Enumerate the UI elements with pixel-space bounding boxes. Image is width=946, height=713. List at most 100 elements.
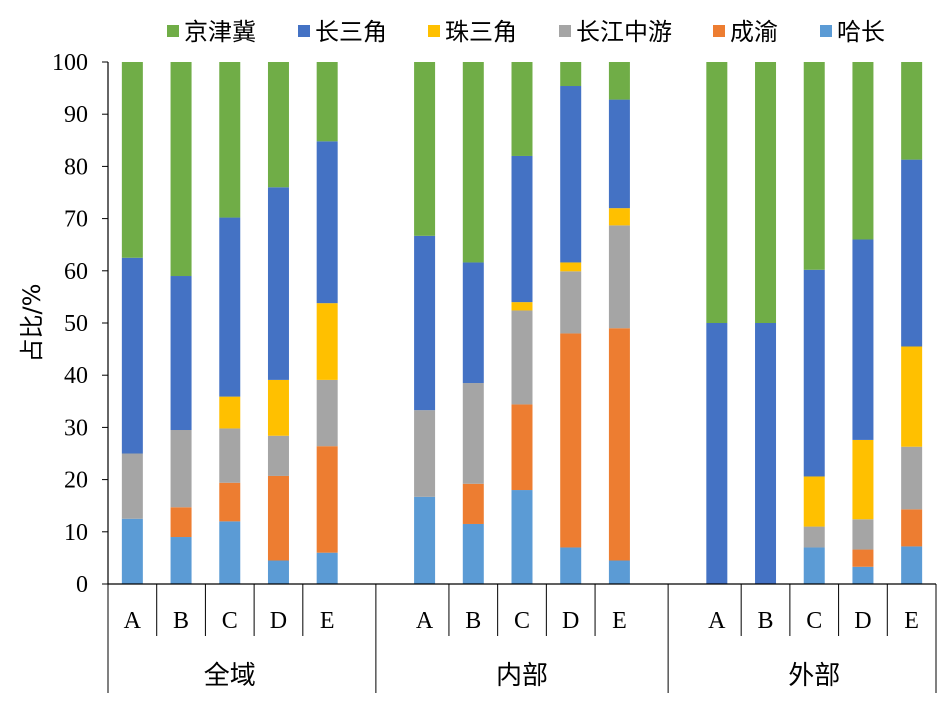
legend-swatch <box>298 25 310 37</box>
bar-segment <box>316 303 338 380</box>
bar-segment <box>316 446 338 553</box>
y-tick-label: 100 <box>52 50 88 76</box>
bar-segment <box>462 483 484 524</box>
y-tick-label: 10 <box>64 520 88 546</box>
bar-segment <box>316 552 338 584</box>
legend-label: 成渝 <box>730 18 778 46</box>
bar-segment <box>560 333 582 548</box>
bar-segment <box>901 346 923 447</box>
bar-segment <box>316 379 338 447</box>
bar-segment <box>901 159 923 347</box>
group-label: 外部 <box>788 661 840 691</box>
x-tick-label: A <box>124 608 142 634</box>
bar-segment <box>608 208 630 226</box>
bar-segment <box>608 62 630 100</box>
bar-segment <box>608 225 630 329</box>
bar-segment <box>706 62 728 323</box>
bar-segment <box>414 410 436 497</box>
bar-segment <box>755 62 777 323</box>
bar-segment <box>560 86 582 263</box>
x-tick-label: A <box>416 608 434 634</box>
legend-label: 京津冀 <box>184 18 256 46</box>
legend-label: 哈长 <box>837 18 885 46</box>
bar-segment <box>267 62 289 188</box>
bar-segment <box>267 475 289 561</box>
bar-segment <box>608 99 630 209</box>
bar-segment <box>803 269 825 477</box>
x-tick-label: C <box>806 608 822 634</box>
bar-segment <box>219 396 241 429</box>
bar-segment <box>511 62 533 156</box>
bar-segment <box>511 490 533 584</box>
bar-segment <box>608 560 630 584</box>
bar-segment <box>706 323 728 584</box>
bar-segment <box>316 141 338 304</box>
group-label: 全域 <box>204 661 256 691</box>
legend-label: 长江中游 <box>576 18 672 46</box>
bar-segment <box>560 271 582 334</box>
legend-swatch <box>559 25 571 37</box>
y-axis-label: 占比/% <box>18 284 46 363</box>
bar-segment <box>267 187 289 380</box>
bar-segment <box>121 518 143 584</box>
y-tick-label: 20 <box>64 468 88 494</box>
y-tick-label: 0 <box>76 572 88 598</box>
bar-segment <box>560 262 582 272</box>
x-tick-label: D <box>854 608 871 634</box>
x-tick-label: A <box>708 608 726 634</box>
bar-segment <box>462 262 484 384</box>
x-axis-labels: A B C D E 全域 A B C D E 内部 A B C D E 外部 <box>124 608 919 691</box>
bar-segment <box>852 519 874 550</box>
y-tick-label: 50 <box>64 311 88 337</box>
y-tick-label: 30 <box>64 415 88 441</box>
bar-segment <box>462 383 484 484</box>
bar-segment <box>901 546 923 584</box>
legend-label: 长三角 <box>315 18 387 46</box>
bar-segment <box>608 328 630 561</box>
legend-swatch <box>428 25 440 37</box>
bar-segment <box>219 428 241 483</box>
bar-segment <box>852 62 874 240</box>
x-tick-label: D <box>562 608 579 634</box>
legend-swatch <box>167 25 179 37</box>
x-tick-label: E <box>320 608 335 634</box>
x-tick-label: B <box>758 608 774 634</box>
bar-segment <box>219 482 241 522</box>
y-tick-label: 70 <box>64 207 88 233</box>
bar-segment <box>267 435 289 476</box>
bar-segment <box>803 526 825 548</box>
bar-segment <box>511 155 533 303</box>
bar-segment <box>560 62 582 87</box>
bar-segment <box>316 62 338 142</box>
bar-segment <box>852 566 874 584</box>
x-tick-label: D <box>270 608 287 634</box>
y-tick-label: 90 <box>64 102 88 128</box>
x-tick-label: E <box>612 608 627 634</box>
bar-segment <box>121 257 143 454</box>
bar-segment <box>170 507 192 538</box>
bar-segment <box>170 276 192 431</box>
bar-segment <box>462 523 484 584</box>
bar-segment <box>462 62 484 263</box>
bar-segment <box>170 430 192 508</box>
bar-segment <box>414 496 436 584</box>
legend-label: 珠三角 <box>445 18 517 46</box>
legend-swatch <box>713 25 725 37</box>
x-tick-label: C <box>514 608 530 634</box>
bar-segment <box>560 547 582 584</box>
bar-segment <box>852 549 874 567</box>
bar-segment <box>901 62 923 160</box>
x-tick-label: C <box>222 608 238 634</box>
bar-segment <box>803 547 825 584</box>
bar-segment <box>219 62 241 218</box>
bar-segment <box>219 521 241 584</box>
bar-segment <box>219 217 241 397</box>
x-tick-label: B <box>465 608 481 634</box>
x-tick-label: B <box>173 608 189 634</box>
bar-segment <box>803 62 825 270</box>
axes <box>107 62 937 693</box>
bar-segment <box>511 310 533 405</box>
bar-segment <box>511 302 533 311</box>
bar-segment <box>170 62 192 277</box>
